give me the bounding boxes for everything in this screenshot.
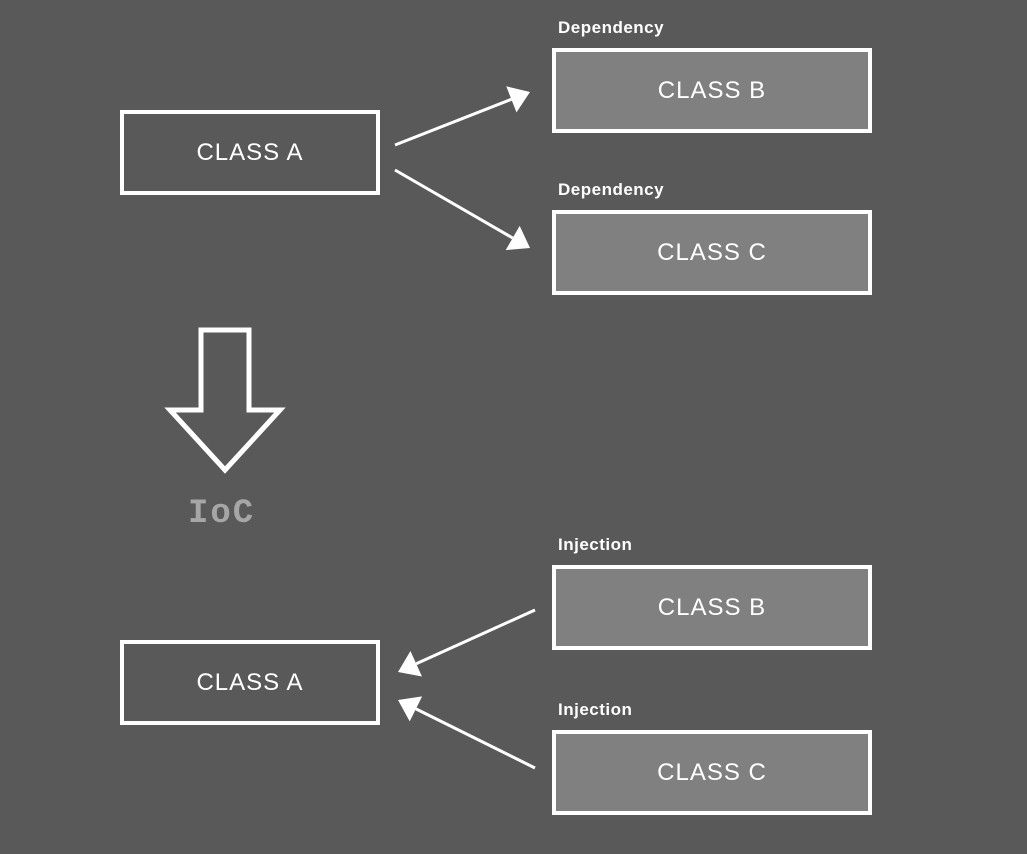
diagram-canvas: CLASS ACLASS BCLASS CCLASS ACLASS BCLASS…: [0, 0, 1027, 854]
transform-arrow-icon: [0, 0, 1027, 854]
